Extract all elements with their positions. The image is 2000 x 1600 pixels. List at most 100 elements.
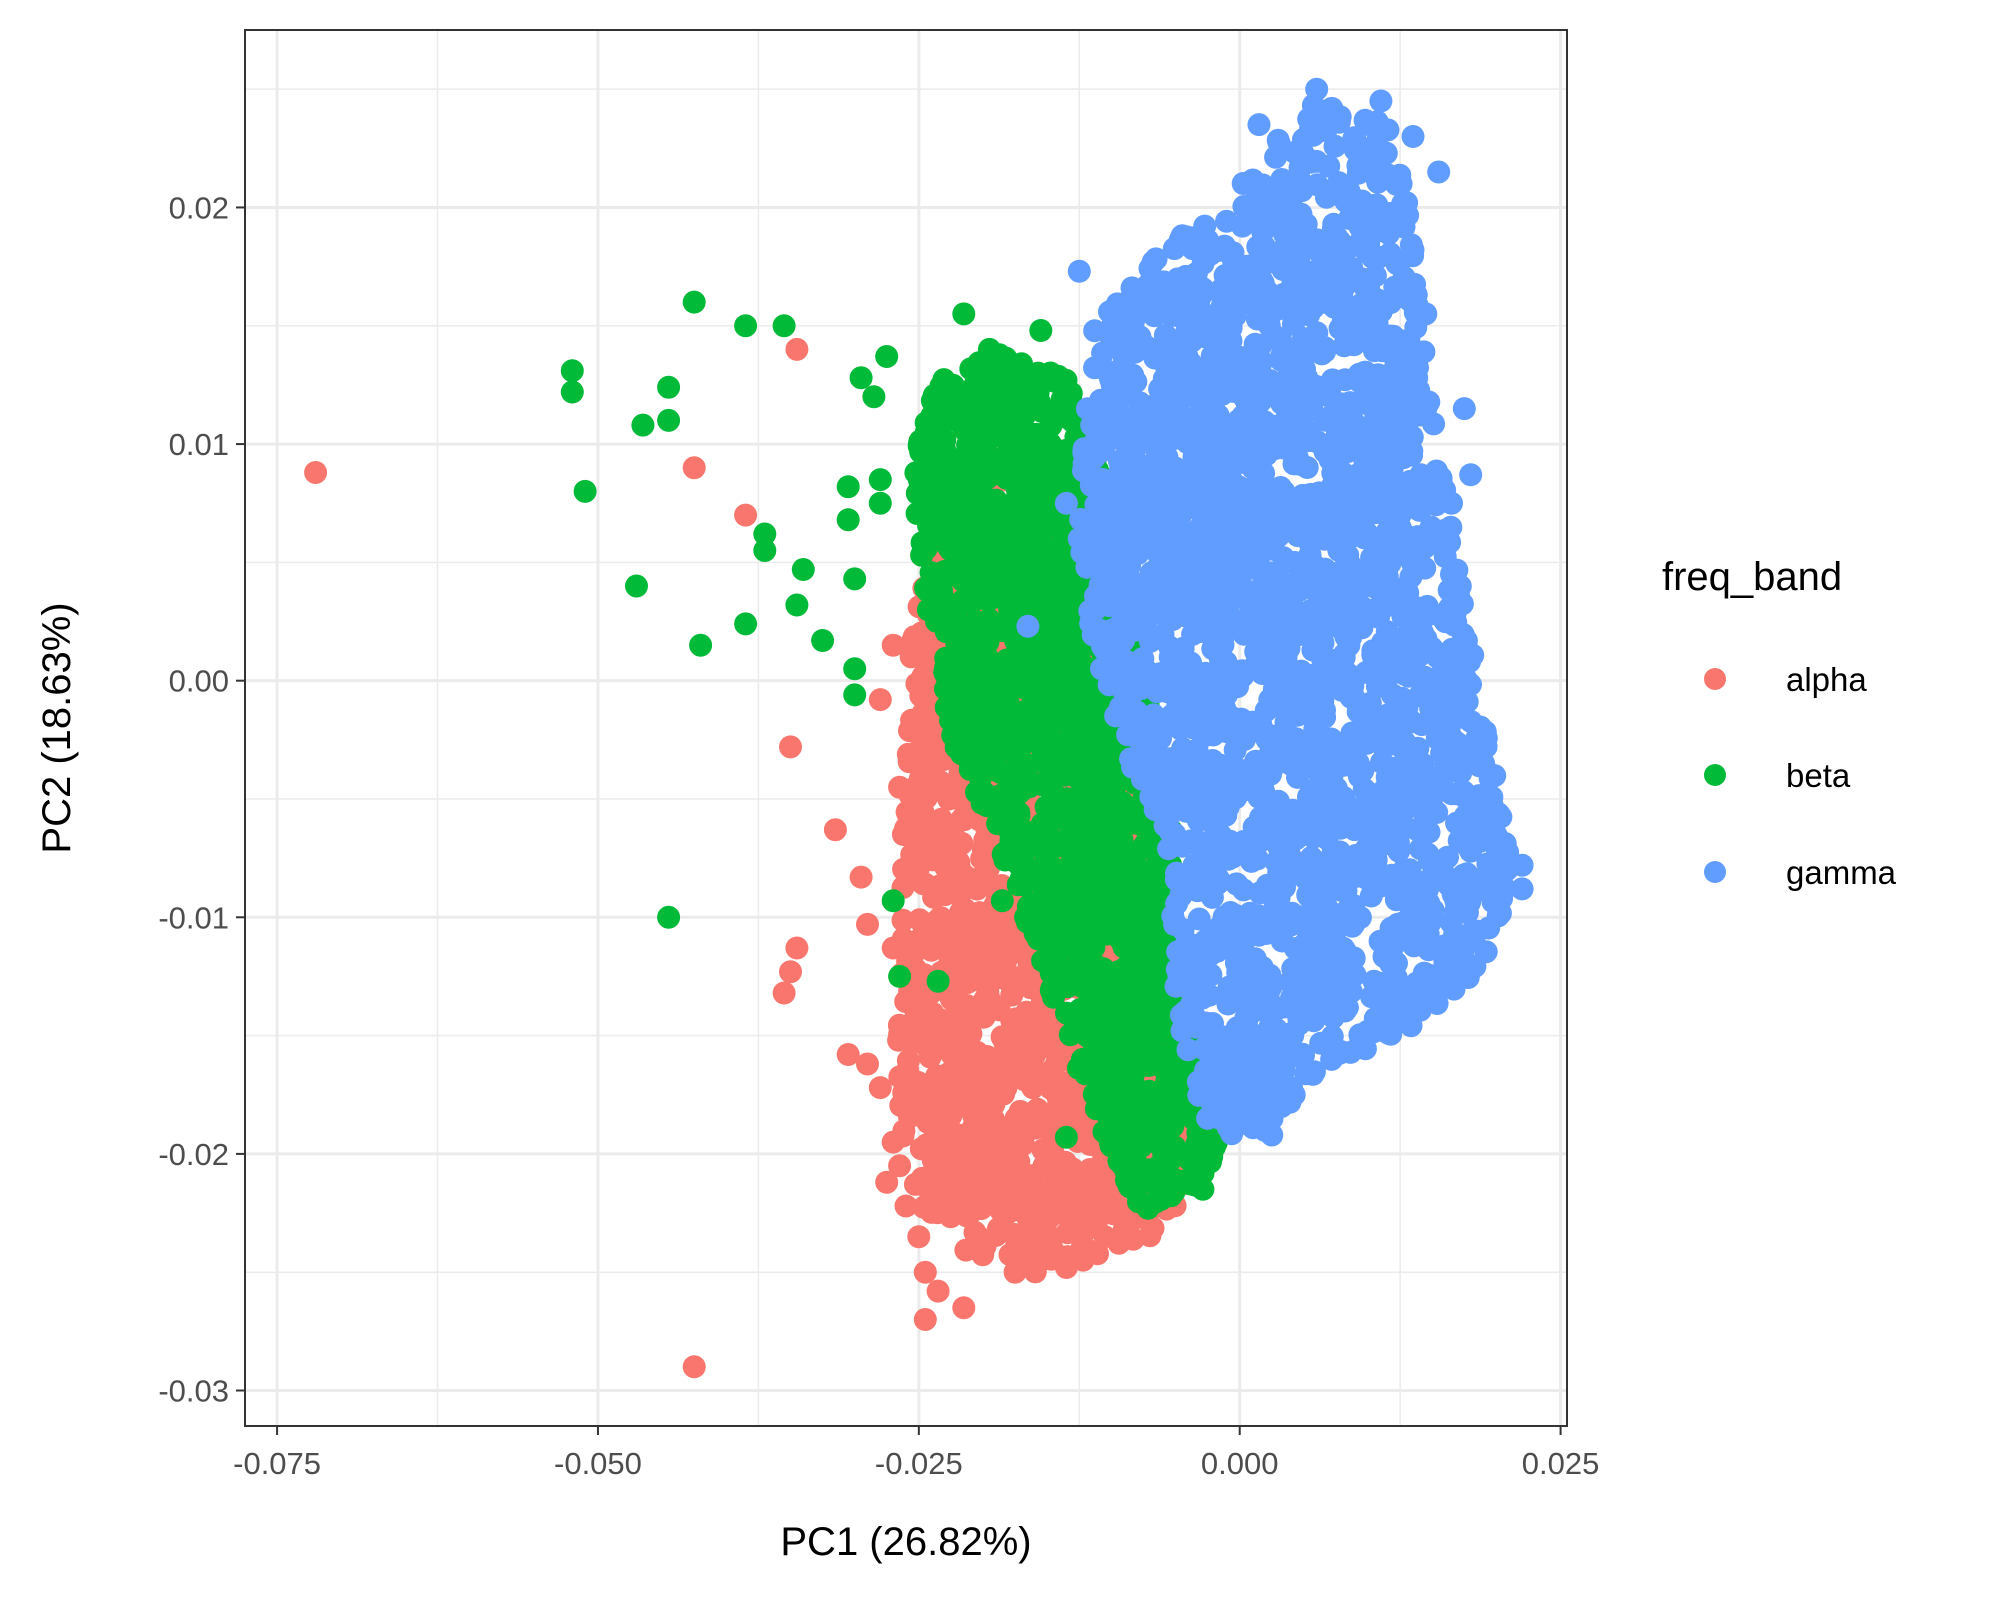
- point-alpha: [957, 1042, 981, 1066]
- point-beta: [1020, 554, 1044, 578]
- point-beta: [952, 302, 976, 326]
- point-beta: [1042, 985, 1065, 1009]
- point-gamma: [1287, 452, 1311, 476]
- point-beta: [1087, 1000, 1111, 1024]
- point-beta: [836, 508, 860, 532]
- point-beta: [979, 501, 1003, 524]
- point-alpha: [904, 939, 928, 963]
- point-gamma: [1181, 589, 1205, 613]
- point-alpha: [888, 775, 912, 799]
- point-beta: [881, 889, 905, 913]
- point-beta: [868, 468, 892, 492]
- point-beta: [843, 657, 867, 681]
- point-beta: [1073, 767, 1097, 791]
- point-beta: [971, 678, 995, 702]
- point-beta: [1073, 958, 1097, 982]
- point-gamma: [1344, 575, 1368, 599]
- point-gamma: [1104, 704, 1128, 728]
- point-gamma: [1491, 861, 1515, 885]
- point-beta: [910, 543, 934, 567]
- point-beta: [999, 829, 1023, 853]
- point-alpha: [919, 1077, 943, 1100]
- point-alpha: [952, 1296, 976, 1320]
- point-beta: [1114, 1076, 1138, 1100]
- point-alpha: [998, 1047, 1022, 1070]
- point-beta: [940, 560, 964, 584]
- point-beta: [926, 969, 950, 993]
- point-alpha: [920, 1200, 944, 1224]
- point-beta: [1071, 1055, 1095, 1079]
- point-beta: [997, 437, 1021, 461]
- point-alpha: [936, 821, 959, 845]
- point-alpha: [1091, 1186, 1115, 1210]
- point-alpha: [939, 1099, 963, 1123]
- point-alpha: [1093, 1225, 1117, 1249]
- point-beta: [1137, 1036, 1161, 1060]
- point-beta: [1034, 795, 1058, 819]
- point-beta: [1135, 1012, 1158, 1036]
- point-alpha: [779, 960, 802, 984]
- point-gamma: [1224, 872, 1248, 896]
- point-beta: [1047, 918, 1070, 942]
- point-alpha: [891, 823, 915, 846]
- point-beta: [689, 633, 713, 657]
- point-beta: [560, 380, 584, 404]
- point-beta: [811, 629, 835, 652]
- point-gamma: [1317, 997, 1341, 1021]
- point-alpha: [1059, 1161, 1083, 1185]
- point-beta: [1015, 647, 1039, 671]
- point-beta: [1034, 771, 1058, 795]
- point-alpha: [938, 949, 962, 973]
- point-alpha: [881, 936, 905, 960]
- point-beta: [965, 727, 989, 751]
- point-beta: [1112, 891, 1136, 915]
- point-gamma: [1115, 342, 1139, 366]
- point-beta: [1152, 1144, 1176, 1167]
- point-beta: [1049, 732, 1073, 756]
- point-alpha: [907, 988, 931, 1012]
- point-beta: [990, 739, 1014, 763]
- point-beta: [1168, 1100, 1192, 1124]
- point-beta: [965, 446, 989, 470]
- point-beta: [843, 567, 867, 591]
- point-alpha: [896, 1049, 920, 1073]
- point-beta: [1114, 928, 1138, 952]
- point-beta: [1122, 1174, 1146, 1198]
- point-beta: [992, 675, 1016, 699]
- point-beta: [1094, 778, 1118, 802]
- point-alpha: [907, 1225, 931, 1249]
- point-beta: [1084, 980, 1107, 1003]
- point-beta: [657, 408, 681, 432]
- point-alpha: [965, 877, 989, 901]
- point-beta: [1058, 1023, 1082, 1047]
- point-beta: [1040, 537, 1064, 561]
- point-alpha: [891, 908, 915, 932]
- point-beta: [631, 413, 655, 437]
- point-alpha: [1022, 1043, 1046, 1067]
- point-beta: [925, 609, 948, 633]
- point-alpha: [990, 1156, 1014, 1180]
- point-alpha: [926, 1279, 950, 1303]
- point-alpha: [963, 1220, 987, 1244]
- point-beta: [997, 403, 1021, 427]
- point-alpha: [982, 927, 1006, 951]
- point-beta: [1063, 651, 1087, 675]
- point-gamma: [1371, 631, 1395, 654]
- point-beta: [1108, 1054, 1132, 1078]
- point-gamma: [1083, 319, 1107, 343]
- point-beta: [961, 574, 984, 598]
- point-beta: [836, 475, 860, 499]
- point-alpha: [881, 1130, 905, 1154]
- point-alpha: [1054, 1256, 1078, 1279]
- point-alpha: [949, 928, 973, 952]
- point-beta: [993, 848, 1017, 872]
- point-beta: [1054, 1125, 1078, 1149]
- point-gamma: [1444, 782, 1468, 806]
- point-alpha: [906, 858, 930, 882]
- point-beta: [1123, 1110, 1147, 1134]
- point-alpha: [937, 1180, 961, 1204]
- point-beta: [976, 465, 1000, 489]
- point-alpha: [997, 1194, 1021, 1218]
- point-beta: [945, 615, 969, 639]
- point-alpha: [1052, 1197, 1076, 1221]
